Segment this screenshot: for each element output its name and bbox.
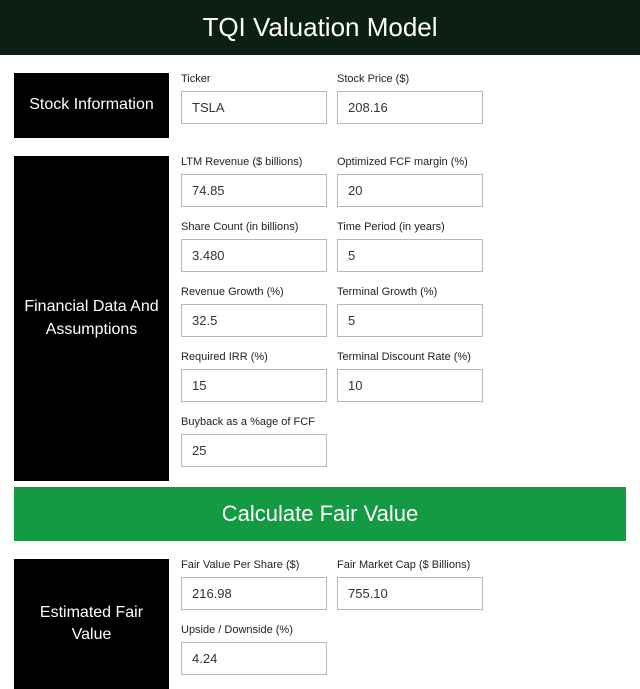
input-stock-price[interactable] bbox=[337, 91, 483, 124]
input-ticker[interactable] bbox=[181, 91, 327, 124]
input-buyback[interactable] bbox=[181, 434, 327, 467]
field-ticker: Ticker bbox=[181, 73, 327, 124]
page-title: TQI Valuation Model bbox=[0, 0, 640, 55]
field-fcf-margin: Optimized FCF margin (%) bbox=[337, 156, 483, 207]
label-required-irr: Required IRR (%) bbox=[181, 351, 327, 363]
field-stock-price: Stock Price ($) bbox=[337, 73, 483, 124]
section-results: Estimated Fair Value Fair Value Per Shar… bbox=[0, 559, 640, 689]
field-time-period: Time Period (in years) bbox=[337, 221, 483, 272]
input-required-irr[interactable] bbox=[181, 369, 327, 402]
label-share-count: Share Count (in billions) bbox=[181, 221, 327, 233]
fields-financials: LTM Revenue ($ billions) Optimized FCF m… bbox=[169, 156, 626, 481]
label-fv-share: Fair Value Per Share ($) bbox=[181, 559, 327, 571]
label-stock-price: Stock Price ($) bbox=[337, 73, 483, 85]
section-label-stock-info: Stock Information bbox=[14, 73, 169, 138]
input-terminal-growth[interactable] bbox=[337, 304, 483, 337]
section-financials: Financial Data And Assumptions LTM Reven… bbox=[0, 156, 640, 481]
label-terminal-growth: Terminal Growth (%) bbox=[337, 286, 483, 298]
input-time-period[interactable] bbox=[337, 239, 483, 272]
field-share-count: Share Count (in billions) bbox=[181, 221, 327, 272]
label-ltm-revenue: LTM Revenue ($ billions) bbox=[181, 156, 327, 168]
label-terminal-discount: Terminal Discount Rate (%) bbox=[337, 351, 483, 363]
field-upside: Upside / Downside (%) bbox=[181, 624, 327, 675]
field-fv-share: Fair Value Per Share ($) bbox=[181, 559, 327, 610]
field-ltm-revenue: LTM Revenue ($ billions) bbox=[181, 156, 327, 207]
input-share-count[interactable] bbox=[181, 239, 327, 272]
calculate-button[interactable]: Calculate Fair Value bbox=[14, 487, 626, 541]
label-ticker: Ticker bbox=[181, 73, 327, 85]
field-buyback: Buyback as a %age of FCF bbox=[181, 416, 327, 467]
field-terminal-growth: Terminal Growth (%) bbox=[337, 286, 483, 337]
input-ltm-revenue[interactable] bbox=[181, 174, 327, 207]
field-fv-mcap: Fair Market Cap ($ Billions) bbox=[337, 559, 483, 610]
input-terminal-discount[interactable] bbox=[337, 369, 483, 402]
section-label-results: Estimated Fair Value bbox=[14, 559, 169, 689]
label-time-period: Time Period (in years) bbox=[337, 221, 483, 233]
section-stock-info: Stock Information Ticker Stock Price ($) bbox=[0, 73, 640, 138]
fields-results: Fair Value Per Share ($) Fair Market Cap… bbox=[169, 559, 626, 689]
field-terminal-discount: Terminal Discount Rate (%) bbox=[337, 351, 483, 402]
calculate-row: Calculate Fair Value bbox=[0, 487, 640, 541]
label-upside: Upside / Downside (%) bbox=[181, 624, 327, 636]
input-fv-mcap[interactable] bbox=[337, 577, 483, 610]
input-fv-share[interactable] bbox=[181, 577, 327, 610]
input-upside[interactable] bbox=[181, 642, 327, 675]
fields-stock-info: Ticker Stock Price ($) bbox=[169, 73, 626, 138]
input-fcf-margin[interactable] bbox=[337, 174, 483, 207]
field-required-irr: Required IRR (%) bbox=[181, 351, 327, 402]
label-buyback: Buyback as a %age of FCF bbox=[181, 416, 327, 428]
input-revenue-growth[interactable] bbox=[181, 304, 327, 337]
field-revenue-growth: Revenue Growth (%) bbox=[181, 286, 327, 337]
label-revenue-growth: Revenue Growth (%) bbox=[181, 286, 327, 298]
label-fv-mcap: Fair Market Cap ($ Billions) bbox=[337, 559, 483, 571]
label-fcf-margin: Optimized FCF margin (%) bbox=[337, 156, 483, 168]
section-label-financials: Financial Data And Assumptions bbox=[14, 156, 169, 481]
